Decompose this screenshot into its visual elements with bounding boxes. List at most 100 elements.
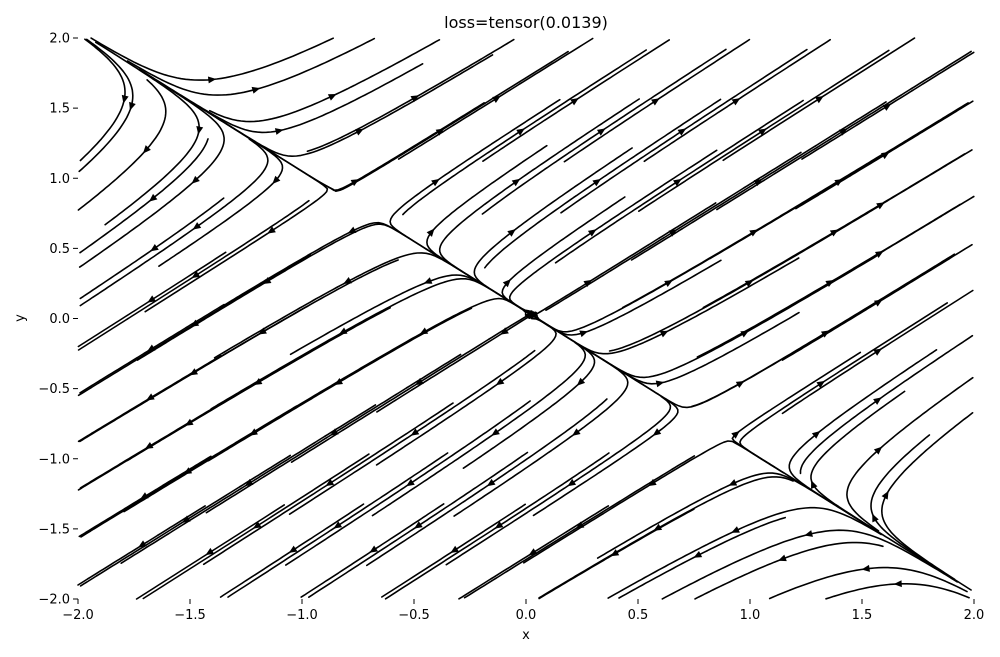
streamline-arrow xyxy=(249,428,258,436)
streamline xyxy=(78,38,134,173)
streamline-arrow xyxy=(355,128,364,136)
x-axis-ticks: −2.0 −1.5 −1.0 −0.5 0.0 0.5 1.0 1.5 2.0 xyxy=(62,599,984,623)
streamline xyxy=(389,98,561,268)
streamline-arrow xyxy=(874,250,884,258)
streamline-arrow xyxy=(406,478,415,487)
streamline-arrow xyxy=(191,175,200,184)
streamline xyxy=(531,257,800,355)
streamline-arrow xyxy=(267,226,276,234)
streamline-arrow xyxy=(410,428,420,436)
streamline-arrow xyxy=(778,554,787,562)
streamline xyxy=(607,506,882,599)
streamline-arrow xyxy=(511,178,521,187)
streamline-arrow xyxy=(274,128,284,135)
streamline-arrow xyxy=(838,128,848,136)
streamline xyxy=(79,138,209,254)
streamline xyxy=(870,434,972,591)
streamlines xyxy=(77,37,975,600)
streamline xyxy=(79,197,225,300)
streamline-arrow xyxy=(343,277,352,284)
x-tick-label: −2.0 xyxy=(62,608,94,623)
y-tick-label: 1.5 xyxy=(49,102,70,117)
y-tick-label: 1.0 xyxy=(49,172,70,187)
streamline-arrow xyxy=(491,428,500,436)
streamline-arrow xyxy=(693,550,703,558)
streamline-arrow xyxy=(753,178,763,187)
streamline-arrow xyxy=(893,580,902,588)
streamline-arrow xyxy=(570,98,579,106)
y-tick-label: 0.0 xyxy=(49,312,70,327)
streamline-arrow xyxy=(338,327,348,335)
x-tick-label: 0.0 xyxy=(516,608,537,623)
y-tick-label: −2.0 xyxy=(38,593,70,608)
streamline-arrow xyxy=(664,280,673,288)
streamline-arrow xyxy=(572,428,581,436)
x-tick-label: 1.0 xyxy=(740,608,761,623)
streamline xyxy=(136,223,406,361)
streamline-arrow xyxy=(252,521,262,529)
streamline-arrow xyxy=(147,295,156,303)
streamline xyxy=(810,390,934,568)
streamline-arrow xyxy=(576,377,586,386)
streamline-arrow xyxy=(516,128,525,136)
streamline xyxy=(207,307,473,462)
streamline-arrow xyxy=(129,101,136,111)
streamline-arrow xyxy=(811,480,818,490)
x-axis-label: x xyxy=(522,628,530,643)
streamline xyxy=(538,476,794,599)
streamline-arrow xyxy=(419,327,429,335)
streamline-arrow xyxy=(190,319,200,327)
streamline-arrow xyxy=(144,441,154,450)
streamline-arrow xyxy=(728,479,738,486)
y-tick-label: 0.5 xyxy=(49,242,70,257)
streamline-arrow xyxy=(196,126,204,135)
streamline-arrow xyxy=(148,193,158,202)
streamline-arrow xyxy=(435,128,445,136)
streamline-arrow xyxy=(587,229,597,237)
streamline-arrow xyxy=(507,229,516,237)
streamline-arrow xyxy=(347,226,357,234)
streamline-arrow xyxy=(811,431,821,439)
streamline-arrow xyxy=(592,178,602,187)
streamline-arrow xyxy=(668,229,678,237)
streamline-arrow xyxy=(583,279,593,288)
streamline-arrow xyxy=(651,98,660,106)
streamline-arrow xyxy=(652,428,662,436)
streamline-arrow xyxy=(816,380,826,389)
streamline-arrow xyxy=(486,478,496,487)
streamline-arrow xyxy=(423,277,433,284)
streamline xyxy=(523,440,785,564)
streamline xyxy=(661,529,959,600)
y-tick-label: 2.0 xyxy=(49,32,70,47)
streamline-arrow xyxy=(121,94,129,104)
streamline xyxy=(527,259,722,336)
streamline-arrow xyxy=(655,380,665,388)
streamline-arrow xyxy=(191,270,201,279)
streamline-arrow xyxy=(731,98,741,106)
x-tick-label: −0.5 xyxy=(398,608,430,623)
streamline xyxy=(78,85,225,268)
streamline xyxy=(788,349,938,524)
streamline xyxy=(825,583,970,600)
streamline-arrow xyxy=(758,128,767,136)
streamline xyxy=(739,302,948,468)
streamline-arrow xyxy=(327,93,337,101)
x-tick-label: −1.0 xyxy=(286,608,318,623)
streamline-arrow xyxy=(150,243,159,252)
streamline xyxy=(90,37,334,81)
streamline-arrow xyxy=(414,521,423,529)
streamline xyxy=(376,311,537,413)
streamline xyxy=(881,412,974,581)
streamline xyxy=(291,297,537,410)
streamline xyxy=(768,566,968,600)
streamline xyxy=(618,516,786,599)
streamline xyxy=(219,221,487,309)
streamline-arrow xyxy=(262,276,272,285)
x-tick-label: −1.5 xyxy=(174,608,206,623)
streamline-arrow xyxy=(872,513,879,523)
streamline-arrow xyxy=(288,545,298,553)
streamline-arrow xyxy=(258,327,267,335)
streamline-arrow xyxy=(880,151,890,160)
streamline-arrow xyxy=(142,145,151,154)
